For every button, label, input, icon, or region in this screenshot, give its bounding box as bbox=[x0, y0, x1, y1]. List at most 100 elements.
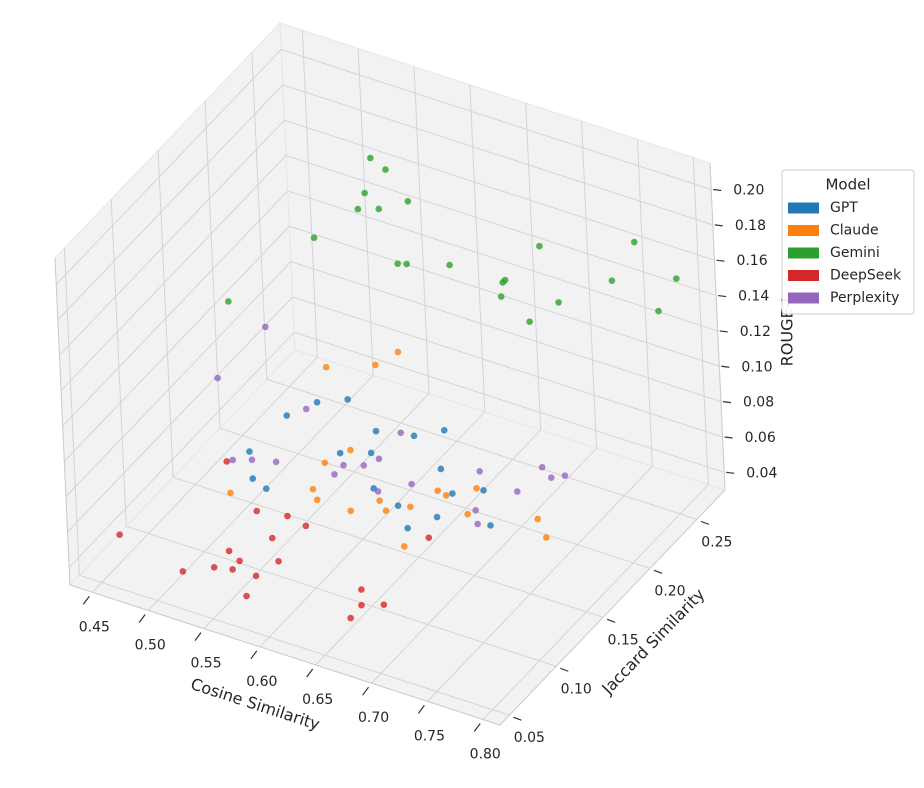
point bbox=[630, 238, 638, 246]
x-tick bbox=[250, 650, 258, 660]
point bbox=[283, 412, 291, 419]
y-tick bbox=[513, 716, 522, 721]
point bbox=[340, 461, 347, 469]
point bbox=[313, 398, 321, 406]
point bbox=[403, 260, 410, 268]
point bbox=[246, 448, 253, 455]
legend-swatch bbox=[788, 247, 819, 259]
legend: Model GPT Claude Gemini DeepSeek Perplexity bbox=[781, 169, 915, 315]
grid-line bbox=[60, 155, 287, 391]
point bbox=[361, 189, 368, 197]
grid-line bbox=[63, 248, 80, 576]
grid-line bbox=[692, 157, 709, 485]
point bbox=[375, 205, 383, 213]
grid-line bbox=[357, 48, 374, 376]
grid-line bbox=[284, 119, 715, 261]
point bbox=[313, 496, 321, 504]
legend-swatch bbox=[788, 270, 819, 281]
point bbox=[236, 557, 243, 565]
grid-line bbox=[172, 476, 604, 618]
grid-line bbox=[581, 121, 598, 449]
x-tick bbox=[417, 705, 425, 714]
legend-label: Claude bbox=[830, 223, 879, 239]
z-tick-label: 0.20 bbox=[733, 183, 764, 199]
grid-line bbox=[63, 225, 290, 462]
grid-line bbox=[290, 261, 722, 403]
point bbox=[248, 456, 256, 464]
grid-line bbox=[204, 101, 221, 429]
z-tick-label: 0.18 bbox=[735, 218, 766, 234]
legend-swatch bbox=[788, 292, 819, 304]
grid-line bbox=[427, 466, 653, 702]
point bbox=[309, 485, 317, 493]
point bbox=[210, 563, 218, 571]
legend-title: Model bbox=[825, 176, 870, 194]
point bbox=[336, 449, 344, 457]
point bbox=[321, 459, 329, 467]
point bbox=[116, 531, 123, 538]
point bbox=[437, 465, 445, 473]
point bbox=[425, 534, 433, 542]
legend-label: GPT bbox=[830, 200, 858, 216]
point bbox=[214, 374, 221, 382]
point bbox=[310, 234, 318, 242]
point bbox=[268, 534, 276, 542]
point bbox=[302, 522, 310, 530]
y-tick bbox=[653, 569, 663, 574]
axis-edge bbox=[709, 162, 726, 491]
grid-line bbox=[282, 84, 713, 226]
point bbox=[536, 242, 543, 250]
grid-line bbox=[469, 84, 486, 412]
grid-line bbox=[67, 296, 293, 533]
point bbox=[401, 543, 408, 550]
point bbox=[322, 363, 330, 371]
grid-line bbox=[65, 261, 292, 497]
grid-line bbox=[219, 427, 651, 569]
point bbox=[225, 547, 233, 555]
point bbox=[404, 197, 412, 205]
point bbox=[538, 463, 546, 471]
x-tick bbox=[306, 668, 314, 678]
point bbox=[347, 507, 355, 515]
point bbox=[376, 497, 383, 504]
x-tick-label: 0.60 bbox=[246, 674, 277, 690]
x-tick-label: 0.50 bbox=[135, 637, 166, 653]
z-tick bbox=[722, 401, 732, 404]
point bbox=[249, 475, 257, 482]
z-tick bbox=[719, 330, 728, 333]
grid-line bbox=[636, 139, 653, 467]
point bbox=[608, 277, 616, 284]
point bbox=[534, 515, 542, 523]
grid-line bbox=[55, 49, 282, 285]
point bbox=[476, 468, 483, 475]
y-tick bbox=[606, 618, 616, 623]
point bbox=[302, 405, 310, 413]
x-tick-label: 0.55 bbox=[190, 656, 221, 672]
point bbox=[542, 534, 550, 541]
point bbox=[497, 293, 505, 300]
point bbox=[227, 489, 234, 497]
point bbox=[272, 458, 280, 466]
point bbox=[440, 426, 448, 434]
point bbox=[548, 474, 555, 481]
grid-line bbox=[68, 331, 295, 568]
point bbox=[655, 307, 662, 315]
legend-swatch bbox=[788, 202, 819, 214]
point bbox=[673, 275, 680, 282]
axis-edge bbox=[499, 489, 726, 726]
y-tick-label: 0.15 bbox=[608, 632, 639, 648]
point bbox=[367, 449, 375, 457]
point bbox=[344, 396, 351, 403]
x-tick-label: 0.65 bbox=[302, 692, 333, 708]
point bbox=[473, 484, 480, 492]
z-tick-label: 0.10 bbox=[741, 359, 772, 375]
legend-label: Gemini bbox=[830, 245, 880, 261]
axis-edge bbox=[69, 584, 501, 726]
point bbox=[223, 458, 230, 465]
grid-line bbox=[413, 66, 430, 394]
points bbox=[116, 154, 680, 622]
legend-swatch bbox=[788, 225, 819, 236]
point bbox=[367, 154, 374, 162]
grid-line bbox=[301, 30, 318, 358]
z-tick bbox=[724, 436, 733, 439]
